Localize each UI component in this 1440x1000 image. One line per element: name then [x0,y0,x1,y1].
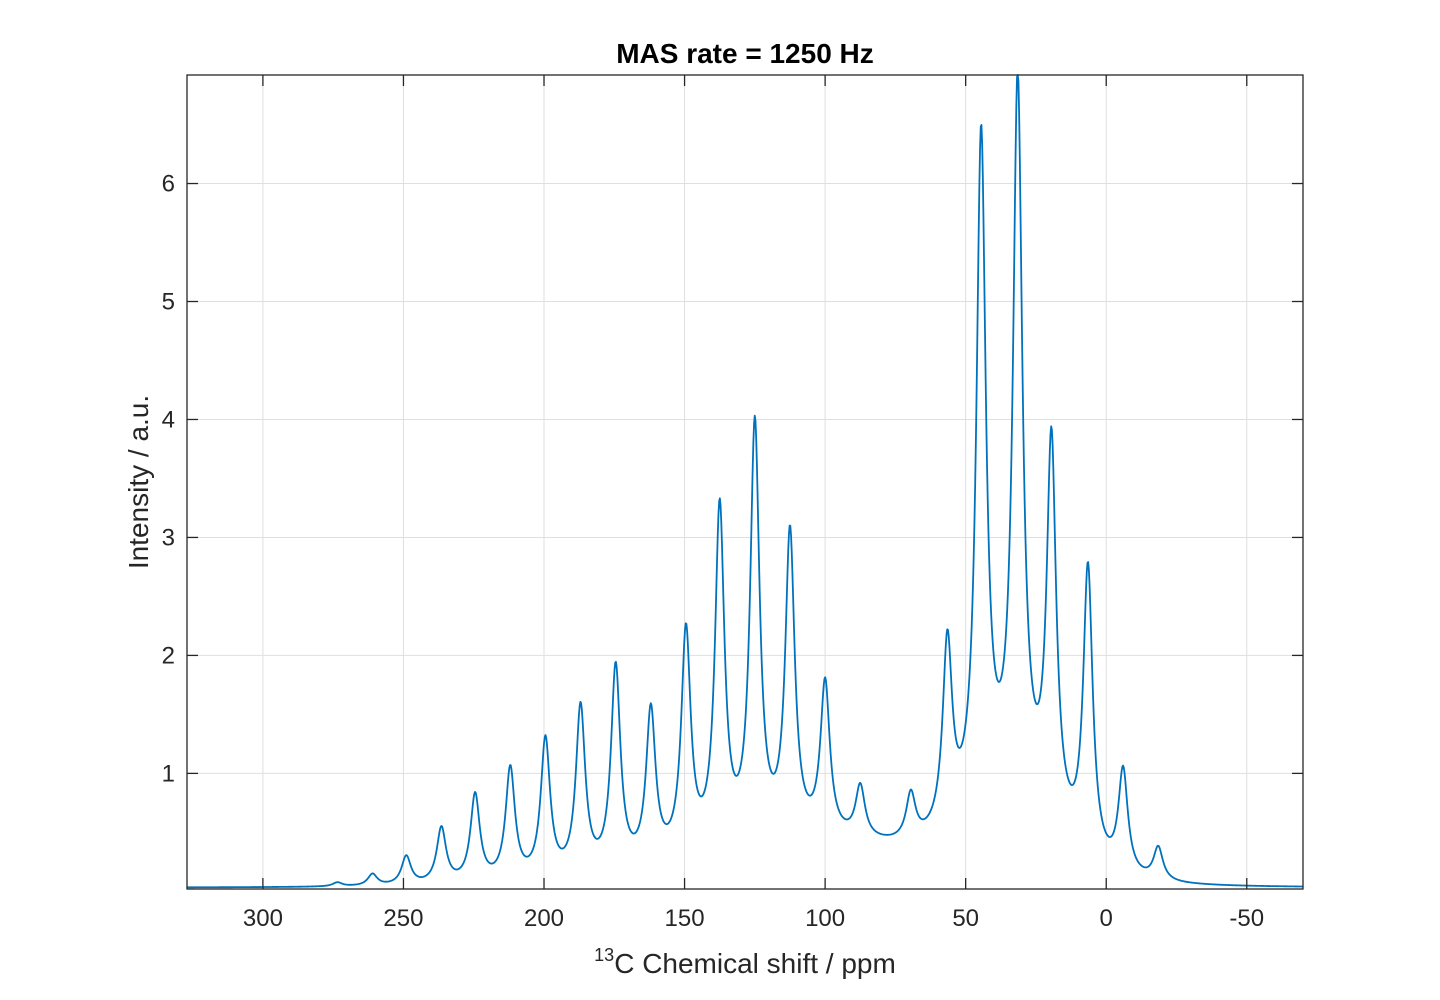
x-axis-label-superscript: 13 [594,945,614,965]
chart-title: MAS rate = 1250 Hz [616,38,874,69]
x-tick-label: 150 [665,905,705,932]
x-tick-label: 300 [243,905,283,932]
x-axis-label-text: C Chemical shift / ppm [614,948,896,979]
x-tick-label: 250 [383,905,423,932]
y-tick-label: 5 [162,289,175,316]
y-tick-label: 2 [162,642,175,669]
x-tick-labels: 300 250 200 150 100 50 0 -50 [243,905,1264,932]
y-tick-labels: 1 2 3 4 5 6 [162,171,175,788]
x-tick-label: 100 [805,905,845,932]
tick-layer [187,75,1303,889]
y-tick-label: 6 [162,171,175,198]
x-axis-label: 13C Chemical shift / ppm [594,945,896,979]
y-tick-label: 3 [162,524,175,551]
x-tick-label: 200 [524,905,564,932]
x-tick-label: 0 [1100,905,1113,932]
spectrum-line [186,74,1304,889]
x-tick-label: -50 [1229,905,1264,932]
y-tick-label: 4 [162,406,175,433]
grid-layer [187,75,1303,889]
axes-box [186,74,1304,890]
y-tick-label: 1 [162,760,175,787]
x-tick-label: 50 [952,905,979,932]
y-axis-label: Intensity / a.u. [123,395,154,569]
plot-layer [186,74,1304,889]
